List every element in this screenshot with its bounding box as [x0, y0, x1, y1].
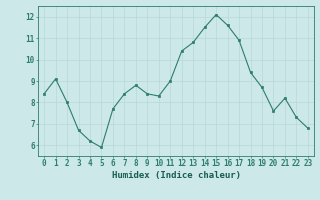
X-axis label: Humidex (Indice chaleur): Humidex (Indice chaleur) [111, 171, 241, 180]
